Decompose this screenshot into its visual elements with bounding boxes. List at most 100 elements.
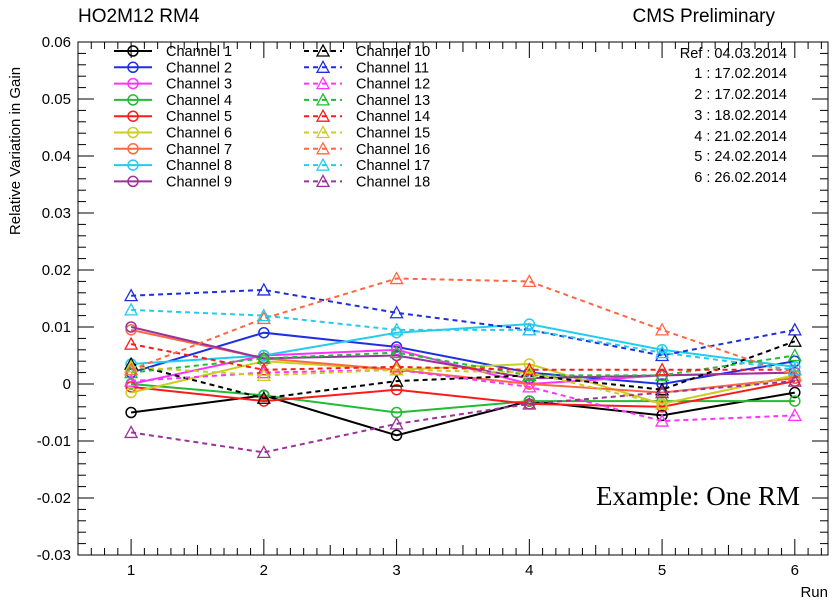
data-point [124, 359, 139, 373]
plot-frame [77, 41, 829, 556]
legend-entry: Channel 7 [114, 142, 232, 158]
data-point [654, 322, 670, 336]
legend-marker [315, 125, 331, 139]
reference-date-2: 2 : 17.02.2014 [694, 87, 787, 103]
series-line [131, 288, 795, 357]
series-line [130, 343, 795, 371]
series-line [130, 351, 795, 377]
data-point [124, 336, 139, 350]
legend-marker [127, 94, 139, 106]
data-point [124, 362, 139, 376]
legend-marker [315, 108, 331, 122]
data-point [654, 385, 670, 399]
data-point [654, 396, 670, 410]
data-point [654, 362, 670, 376]
x-tick-label: 4 [525, 562, 533, 579]
legend-entry: Channel 17 [304, 157, 430, 174]
legend-label: Channel 4 [166, 93, 232, 109]
legend-marker [315, 59, 331, 73]
data-point [124, 302, 139, 316]
legend-entry: Channel 14 [304, 108, 430, 125]
data-point [389, 271, 404, 285]
data-point [523, 395, 536, 407]
series-line [130, 277, 796, 377]
data-point [256, 362, 271, 376]
reference-dates: Ref : 04.03.2014 1 : 17.02.2014 2 : 17.0… [680, 46, 787, 186]
legend-label: Channel 9 [166, 174, 232, 190]
y-tick-label: 0.03 [42, 205, 71, 222]
series-17 [124, 302, 802, 376]
y-tick-label: -0.02 [37, 490, 71, 507]
series-11 [124, 282, 802, 362]
series-7 [125, 324, 801, 399]
series-18 [124, 373, 802, 459]
series-line [130, 331, 795, 386]
legend-marker [127, 45, 139, 57]
legend-entry: Channel 5 [114, 109, 232, 125]
legend-entry: Channel 3 [114, 77, 232, 93]
data-point [787, 322, 802, 336]
legend-label: Channel 3 [166, 77, 232, 93]
legend-entry: Channel 4 [114, 93, 232, 109]
data-point [125, 406, 137, 419]
y-axis: -0.03 -0.02 -0.01 0 0.01 0.02 0.03 0.04 0.05 0.06 [37, 34, 828, 564]
x-axis-label: Run [800, 584, 828, 601]
legend-marker [315, 43, 331, 57]
legend-label: Channel 12 [356, 77, 430, 93]
x-tick-label: 6 [791, 562, 799, 579]
y-tick-label: 0.01 [42, 319, 71, 336]
data-point [787, 333, 802, 347]
legend-label: Channel 8 [166, 158, 232, 174]
data-point [390, 383, 403, 396]
x-tick-label: 5 [658, 562, 666, 579]
data-point [522, 362, 537, 376]
data-point [256, 311, 271, 325]
legend-marker [127, 77, 139, 90]
legend-label: Channel 5 [166, 109, 232, 125]
series-line [131, 323, 795, 368]
legend-label: Channel 1 [166, 44, 232, 60]
data-point [522, 274, 537, 288]
data-point [256, 390, 271, 404]
legend-entry: Channel 18 [304, 174, 430, 190]
legend-marker [315, 174, 331, 188]
series-9 [125, 321, 801, 385]
y-tick-label: -0.03 [37, 547, 71, 564]
x-tick-label: 3 [392, 562, 400, 579]
data-point [256, 308, 271, 322]
reference-date-ref: Ref : 04.03.2014 [680, 46, 787, 62]
series-16 [124, 271, 802, 382]
legend-entry: Channel 8 [114, 158, 232, 174]
annotation-example: Example: One RM [596, 481, 800, 511]
reference-date-1: 1 : 17.02.2014 [694, 66, 787, 82]
legend-label: Channel 7 [166, 142, 232, 158]
legend-entry: Channel 15 [304, 125, 430, 142]
data-point [125, 386, 137, 399]
data-point [390, 341, 403, 353]
series-line [130, 380, 795, 408]
y-axis-label: Relative Variation in Gain [7, 67, 24, 235]
data-point [522, 379, 537, 393]
legend-marker [315, 157, 331, 171]
legend-entry: Channel 13 [304, 92, 430, 109]
legend-marker [315, 141, 331, 155]
data-point [125, 324, 137, 336]
x-tick-label: 1 [127, 562, 135, 579]
data-point [654, 345, 670, 359]
data-point [389, 359, 404, 373]
data-point [256, 368, 271, 382]
x-tick-label: 2 [260, 562, 268, 579]
y-tick-label: -0.01 [37, 433, 71, 450]
legend-entry: Channel 1 [114, 44, 232, 60]
y-tick-label: 0.02 [42, 262, 71, 279]
header-right-title: CMS Preliminary [632, 6, 775, 27]
legend-entry: Channel 9 [114, 174, 232, 190]
legend-marker [315, 92, 331, 106]
legend-entry: Channel 10 [304, 43, 430, 60]
y-tick-label: 0.05 [42, 91, 71, 108]
data-point [654, 348, 670, 362]
data-point [656, 378, 668, 390]
legend-marker [127, 110, 139, 122]
data-point [656, 409, 668, 422]
legend-label: Channel 16 [356, 142, 430, 158]
